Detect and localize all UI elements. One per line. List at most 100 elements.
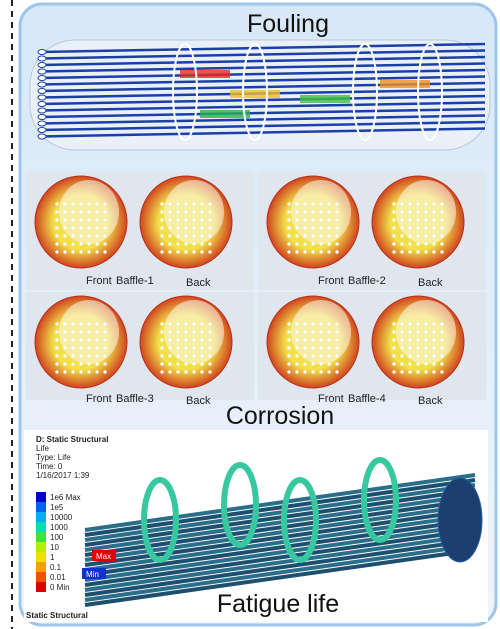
baffle-hole <box>208 210 211 213</box>
baffle-hole <box>184 362 187 365</box>
baffle-hole <box>87 338 90 341</box>
baffle-hole <box>335 338 338 341</box>
baffle-hole <box>55 346 58 349</box>
baffle-hole <box>55 354 58 357</box>
fouling-spot <box>200 110 250 118</box>
baffle-hole <box>200 370 203 373</box>
baffle-hole <box>87 354 90 357</box>
tube-end <box>38 95 46 100</box>
baffle-hole <box>103 202 106 205</box>
baffle-hole <box>408 370 411 373</box>
baffle-hole <box>55 226 58 229</box>
max-tag: Max <box>96 552 111 561</box>
baffle-hole <box>424 338 427 341</box>
baffle-hole <box>392 362 395 365</box>
baffle-hole <box>416 370 419 373</box>
baffle-hole <box>432 250 435 253</box>
baffle-hole <box>200 338 203 341</box>
tube-end <box>38 89 46 94</box>
baffle-hole <box>79 250 82 253</box>
baffle-hole <box>327 370 330 373</box>
baffle-hole <box>440 218 443 221</box>
baffle-hole <box>303 210 306 213</box>
baffle-hole <box>335 226 338 229</box>
baffle-hole <box>184 234 187 237</box>
baffle-hole <box>208 234 211 237</box>
baffle-hole <box>311 338 314 341</box>
baffle-hole <box>303 354 306 357</box>
baffle-hole <box>295 234 298 237</box>
baffle-hole <box>400 218 403 221</box>
baffle-hole <box>63 226 66 229</box>
baffle-hole <box>327 234 330 237</box>
baffle-hole <box>295 346 298 349</box>
baffle-hole <box>432 346 435 349</box>
baffle-hole <box>208 370 211 373</box>
baffle-hole <box>408 330 411 333</box>
baffle-hole <box>87 322 90 325</box>
baffle-hole <box>184 202 187 205</box>
result-footer: Static Structural <box>26 611 88 620</box>
baffle-hole <box>400 234 403 237</box>
baffle-hole <box>416 226 419 229</box>
baffle-hole <box>103 362 106 365</box>
baffle-hole <box>327 210 330 213</box>
baffle-hole <box>327 362 330 365</box>
legend-label: 1000 <box>50 523 68 532</box>
baffle-hole <box>440 370 443 373</box>
baffle-hole <box>168 234 171 237</box>
baffle-hole <box>335 362 338 365</box>
baffle-hole <box>295 330 298 333</box>
baffle-hole <box>392 234 395 237</box>
baffle-hole <box>424 362 427 365</box>
baffle-hole <box>295 370 298 373</box>
baffle-hole <box>432 242 435 245</box>
tube-sheet <box>438 478 482 562</box>
baffle-hole <box>192 346 195 349</box>
baffle-hole <box>295 242 298 245</box>
baffle-hole <box>63 234 66 237</box>
baffle-hole <box>103 218 106 221</box>
baffle-hole <box>176 234 179 237</box>
baffle-hole <box>424 346 427 349</box>
baffle-hole <box>408 218 411 221</box>
baffle-hole <box>319 250 322 253</box>
baffle-hole <box>55 218 58 221</box>
baffle-hole <box>168 202 171 205</box>
legend-label: 10 <box>50 543 59 552</box>
baffle-hole <box>408 322 411 325</box>
baffle-hole <box>327 202 330 205</box>
baffle-hole <box>192 250 195 253</box>
baffle-hole <box>184 330 187 333</box>
baffle-hole <box>392 250 395 253</box>
baffle-hole <box>208 322 211 325</box>
baffle-hole <box>303 218 306 221</box>
baffle-hole <box>200 330 203 333</box>
baffle-hole <box>87 346 90 349</box>
baffle-hole <box>408 234 411 237</box>
baffle-hole <box>327 354 330 357</box>
baffle-hole <box>327 250 330 253</box>
baffle-hole <box>184 338 187 341</box>
baffle-hole <box>416 242 419 245</box>
fouling-title: Fouling <box>247 10 329 38</box>
front-label: Front <box>318 275 344 287</box>
baffle-hole <box>400 202 403 205</box>
baffle-hole <box>103 250 106 253</box>
baffle-hole <box>184 354 187 357</box>
baffle-hole <box>208 338 211 341</box>
baffle-hole <box>440 330 443 333</box>
baffle-hole <box>287 354 290 357</box>
baffle-hole <box>319 234 322 237</box>
baffle-hole <box>424 330 427 333</box>
baffle-hole <box>303 370 306 373</box>
baffle-hole <box>295 210 298 213</box>
baffle-hole <box>392 338 395 341</box>
baffle-hole <box>416 202 419 205</box>
baffle-hole <box>103 322 106 325</box>
baffle-hole <box>176 202 179 205</box>
baffle-hole <box>424 354 427 357</box>
baffle-hole <box>160 242 163 245</box>
baffle-hole <box>287 362 290 365</box>
legend-label: 1 <box>50 553 55 562</box>
